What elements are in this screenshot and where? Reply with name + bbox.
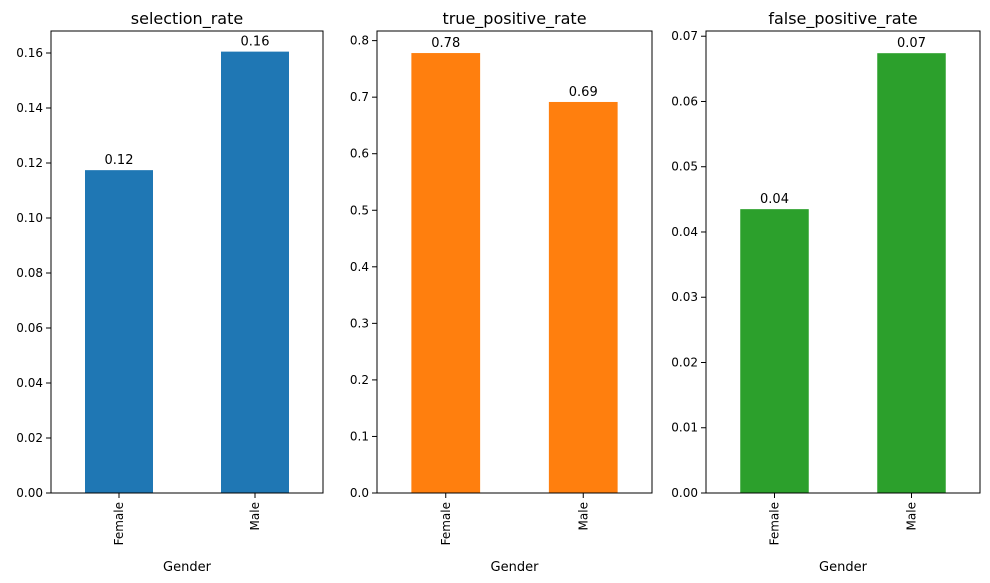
y-tick-label: 0.03 (671, 290, 698, 304)
x-axis-label: Gender (491, 560, 540, 575)
bar-female (85, 170, 153, 493)
chart-title: false_positive_rate (768, 9, 917, 29)
chart-panel-1: 0.78 Female 0.69 Male 0.0 0.1 0.2 0.3 0.4 0.5 0.6 0… (350, 9, 653, 575)
plot-frame (705, 30, 981, 494)
y-tick-label: 0.00 (16, 486, 43, 500)
data-label-female: 0.78 (431, 36, 460, 51)
y-tick-label: 0.5 (350, 203, 369, 217)
data-label-female: 0.12 (105, 153, 134, 168)
x-tick-label-male: Male (905, 502, 919, 530)
y-tick-label: 0.06 (16, 321, 43, 335)
y-tick-label: 0.06 (671, 94, 698, 108)
x-tick-label-female: Female (768, 502, 782, 545)
y-tick-label: 0.02 (671, 355, 698, 369)
y-tick-label: 0.4 (350, 260, 369, 274)
data-label-male: 0.16 (241, 35, 270, 50)
plot-frame (50, 30, 324, 494)
chart-title: selection_rate (131, 9, 243, 29)
y-tick-label: 0.04 (671, 225, 698, 239)
bar-male (221, 51, 289, 493)
x-axis-label: Gender (819, 560, 868, 575)
x-tick-label-male: Male (248, 502, 262, 530)
x-axis-label: Gender (163, 560, 212, 575)
y-tick-label: 0.10 (16, 211, 43, 225)
y-tick-label: 0.7 (350, 90, 369, 104)
y-tick-label: 0.6 (350, 147, 369, 161)
x-tick-label-female: Female (439, 502, 453, 545)
y-tick-label: 0.1 (350, 429, 369, 443)
y-tick-label: 0.08 (16, 266, 43, 280)
y-tick-label: 0.07 (671, 29, 698, 43)
x-tick-label-female: Female (112, 502, 126, 545)
y-tick-label: 0.16 (16, 46, 43, 60)
plot-frame (376, 30, 653, 494)
y-tick-label: 0.3 (350, 316, 369, 330)
bar-female (411, 53, 481, 493)
x-tick-label-male: Male (576, 502, 590, 530)
y-tick-label: 0.00 (671, 486, 698, 500)
y-tick-label: 0.01 (671, 421, 698, 435)
chart-panel-2: 0.04 Female 0.07 Male 0.00 0.01 0.02 0.03 0.04 0.… (671, 9, 981, 575)
data-label-female: 0.04 (760, 192, 789, 207)
y-tick-label: 0.8 (350, 34, 369, 48)
y-tick-label: 0.02 (16, 431, 43, 445)
y-tick-label: 0.05 (671, 160, 698, 174)
chart-title: true_positive_rate (442, 9, 586, 29)
bar-female (740, 209, 809, 493)
y-tick-label: 0.04 (16, 376, 43, 390)
chart-panel-0: 0.12 Female 0.16 Male 0.00 0.02 0.04 0.06 0.08 0.… (16, 9, 324, 575)
y-tick-label: 0.12 (16, 156, 43, 170)
y-tick-label: 0.2 (350, 373, 369, 387)
data-label-male: 0.07 (897, 36, 926, 51)
bar-male (877, 53, 946, 494)
y-tick-label: 0.14 (16, 101, 43, 115)
y-tick-label: 0.0 (350, 486, 369, 500)
data-label-male: 0.69 (569, 85, 598, 100)
bar-male (548, 101, 618, 494)
